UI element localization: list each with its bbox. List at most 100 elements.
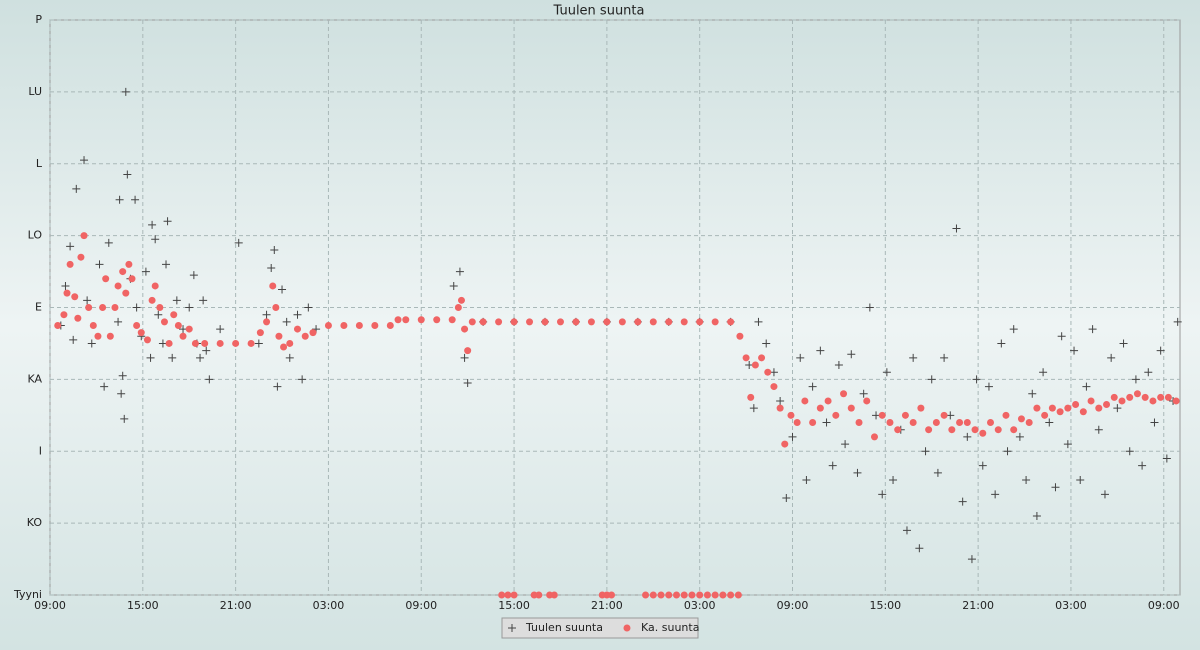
data-point	[758, 354, 766, 362]
data-point	[1070, 346, 1079, 355]
data-point	[77, 253, 85, 261]
data-point	[736, 332, 744, 340]
data-point	[199, 296, 208, 305]
data-point	[162, 260, 171, 269]
data-point	[952, 224, 961, 233]
data-point	[1063, 440, 1072, 449]
data-point	[454, 304, 462, 311]
data-point	[967, 555, 976, 564]
data-point	[618, 318, 626, 326]
data-point	[449, 281, 458, 290]
data-point	[762, 339, 771, 348]
data-point	[680, 318, 688, 326]
data-point	[776, 396, 785, 405]
data-point	[727, 591, 735, 599]
data-point	[776, 404, 784, 412]
data-point	[703, 591, 711, 599]
x-tick-label: 09:00	[1148, 599, 1180, 612]
y-tick-label: LO	[28, 229, 43, 242]
data-point	[1039, 368, 1048, 377]
data-point	[137, 329, 145, 337]
data-point	[1088, 325, 1097, 334]
legend-marker	[508, 624, 516, 632]
data-point	[665, 318, 673, 326]
data-point	[309, 329, 317, 337]
data-point	[94, 332, 102, 340]
data-point	[816, 404, 824, 412]
y-tick-label: Tyyni	[13, 588, 42, 601]
data-point	[742, 354, 750, 362]
data-point	[719, 591, 727, 599]
y-tick-label: I	[39, 444, 42, 457]
data-point	[324, 321, 332, 329]
data-point	[1010, 426, 1018, 434]
data-point	[948, 426, 956, 434]
x-tick-label: 09:00	[405, 599, 437, 612]
data-point	[688, 591, 696, 599]
data-point	[148, 296, 156, 304]
data-point	[747, 393, 755, 401]
y-tick-label: KO	[27, 516, 43, 529]
data-point	[711, 318, 719, 326]
data-point	[917, 404, 925, 412]
data-point	[727, 318, 735, 326]
data-point	[123, 170, 132, 179]
data-point	[863, 397, 871, 405]
data-point	[1017, 415, 1025, 423]
data-point	[1095, 404, 1103, 412]
data-point	[1028, 389, 1037, 398]
data-point	[120, 414, 129, 423]
data-point	[158, 339, 167, 348]
data-point	[809, 419, 817, 426]
data-point	[66, 242, 75, 251]
data-point	[933, 468, 942, 477]
data-point	[269, 282, 277, 290]
data-point	[828, 461, 837, 470]
data-point	[1057, 332, 1066, 341]
data-point	[882, 368, 891, 377]
data-point	[1138, 461, 1147, 470]
data-point	[902, 526, 911, 535]
data-point	[104, 238, 113, 247]
data-point	[1033, 404, 1041, 412]
data-point	[1162, 454, 1171, 463]
data-point	[174, 321, 182, 329]
data-point	[657, 591, 665, 599]
data-point	[189, 271, 198, 280]
data-point	[769, 368, 778, 377]
data-point	[788, 432, 797, 441]
x-tick-label: 15:00	[869, 599, 901, 612]
data-point	[72, 184, 81, 193]
data-point	[672, 591, 680, 599]
data-point	[1051, 483, 1060, 492]
data-point	[940, 411, 948, 419]
data-point	[83, 296, 92, 305]
data-point	[782, 493, 791, 502]
data-point	[1064, 404, 1072, 412]
data-point	[340, 321, 348, 329]
data-point	[460, 353, 469, 362]
data-point	[1126, 393, 1134, 401]
data-point	[394, 316, 402, 324]
data-point	[1107, 353, 1116, 362]
data-point	[847, 404, 855, 412]
data-point	[1056, 408, 1064, 416]
data-point	[254, 339, 263, 348]
data-point	[855, 419, 863, 426]
data-point	[801, 397, 809, 405]
data-point	[972, 375, 981, 384]
data-point	[987, 419, 995, 426]
data-point	[457, 296, 465, 304]
data-point	[770, 383, 778, 391]
data-point	[1172, 397, 1180, 405]
data-point	[649, 318, 657, 326]
data-point	[859, 389, 868, 398]
data-point	[1045, 418, 1054, 427]
data-point	[608, 591, 616, 599]
x-tick-label: 15:00	[498, 599, 530, 612]
data-point	[847, 350, 856, 359]
chart-title: Tuulen suunta	[553, 4, 645, 19]
x-tick-label: 03:00	[313, 599, 345, 612]
data-point	[541, 318, 549, 326]
